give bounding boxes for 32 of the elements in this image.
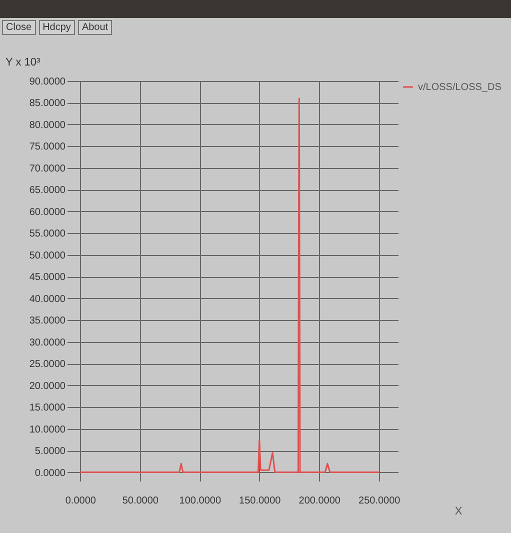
x-tick-label: 0.0000	[65, 496, 96, 506]
x-tick-label: 100.0000	[179, 496, 222, 506]
line-series	[79, 98, 380, 474]
y-tick-label: 80.0000	[29, 120, 66, 131]
y-tick-label: 0.0000	[34, 468, 66, 479]
y-tick-label: 40.0000	[29, 294, 66, 305]
y-tick-label: 65.0000	[29, 185, 66, 196]
x-tick-label: 200.0000	[298, 496, 341, 506]
text: About	[78, 20, 112, 35]
y-tick-label: 75.0000	[29, 142, 66, 153]
x-axis-title: X	[454, 506, 463, 518]
y-tick-label: 10.0000	[29, 424, 66, 436]
y-tick-label: 25.0000	[29, 359, 66, 370]
text: Hdcpy	[38, 20, 75, 35]
x-tick-label: 150.0000	[239, 496, 282, 506]
y-tick-label: 5.0000	[34, 446, 66, 458]
x-tick-label: 250.0000	[358, 496, 401, 506]
x-tick-label: 50.0000	[122, 496, 159, 506]
y-tick-label: 60.0000	[29, 206, 66, 218]
y-tick-label: 45.0000	[29, 272, 66, 284]
y-tick-label: 85.0000	[29, 98, 66, 110]
y-tick-label: 90.0000	[29, 76, 66, 88]
y-tick-label: 20.0000	[29, 380, 66, 392]
legend-label: v/LOSS/LOSS_DS	[418, 82, 502, 93]
y-tick-label: 30.0000	[29, 337, 66, 348]
y-tick-label: 55.0000	[29, 228, 66, 240]
y-tick-label: 15.0000	[29, 402, 66, 414]
y-tick-label: 70.0000	[29, 163, 66, 174]
y-tick-label: 50.0000	[29, 250, 66, 262]
y-tick-label: 35.0000	[29, 316, 66, 327]
y-axis-title: Y x 10³	[6, 56, 40, 68]
text: Close	[2, 20, 36, 35]
